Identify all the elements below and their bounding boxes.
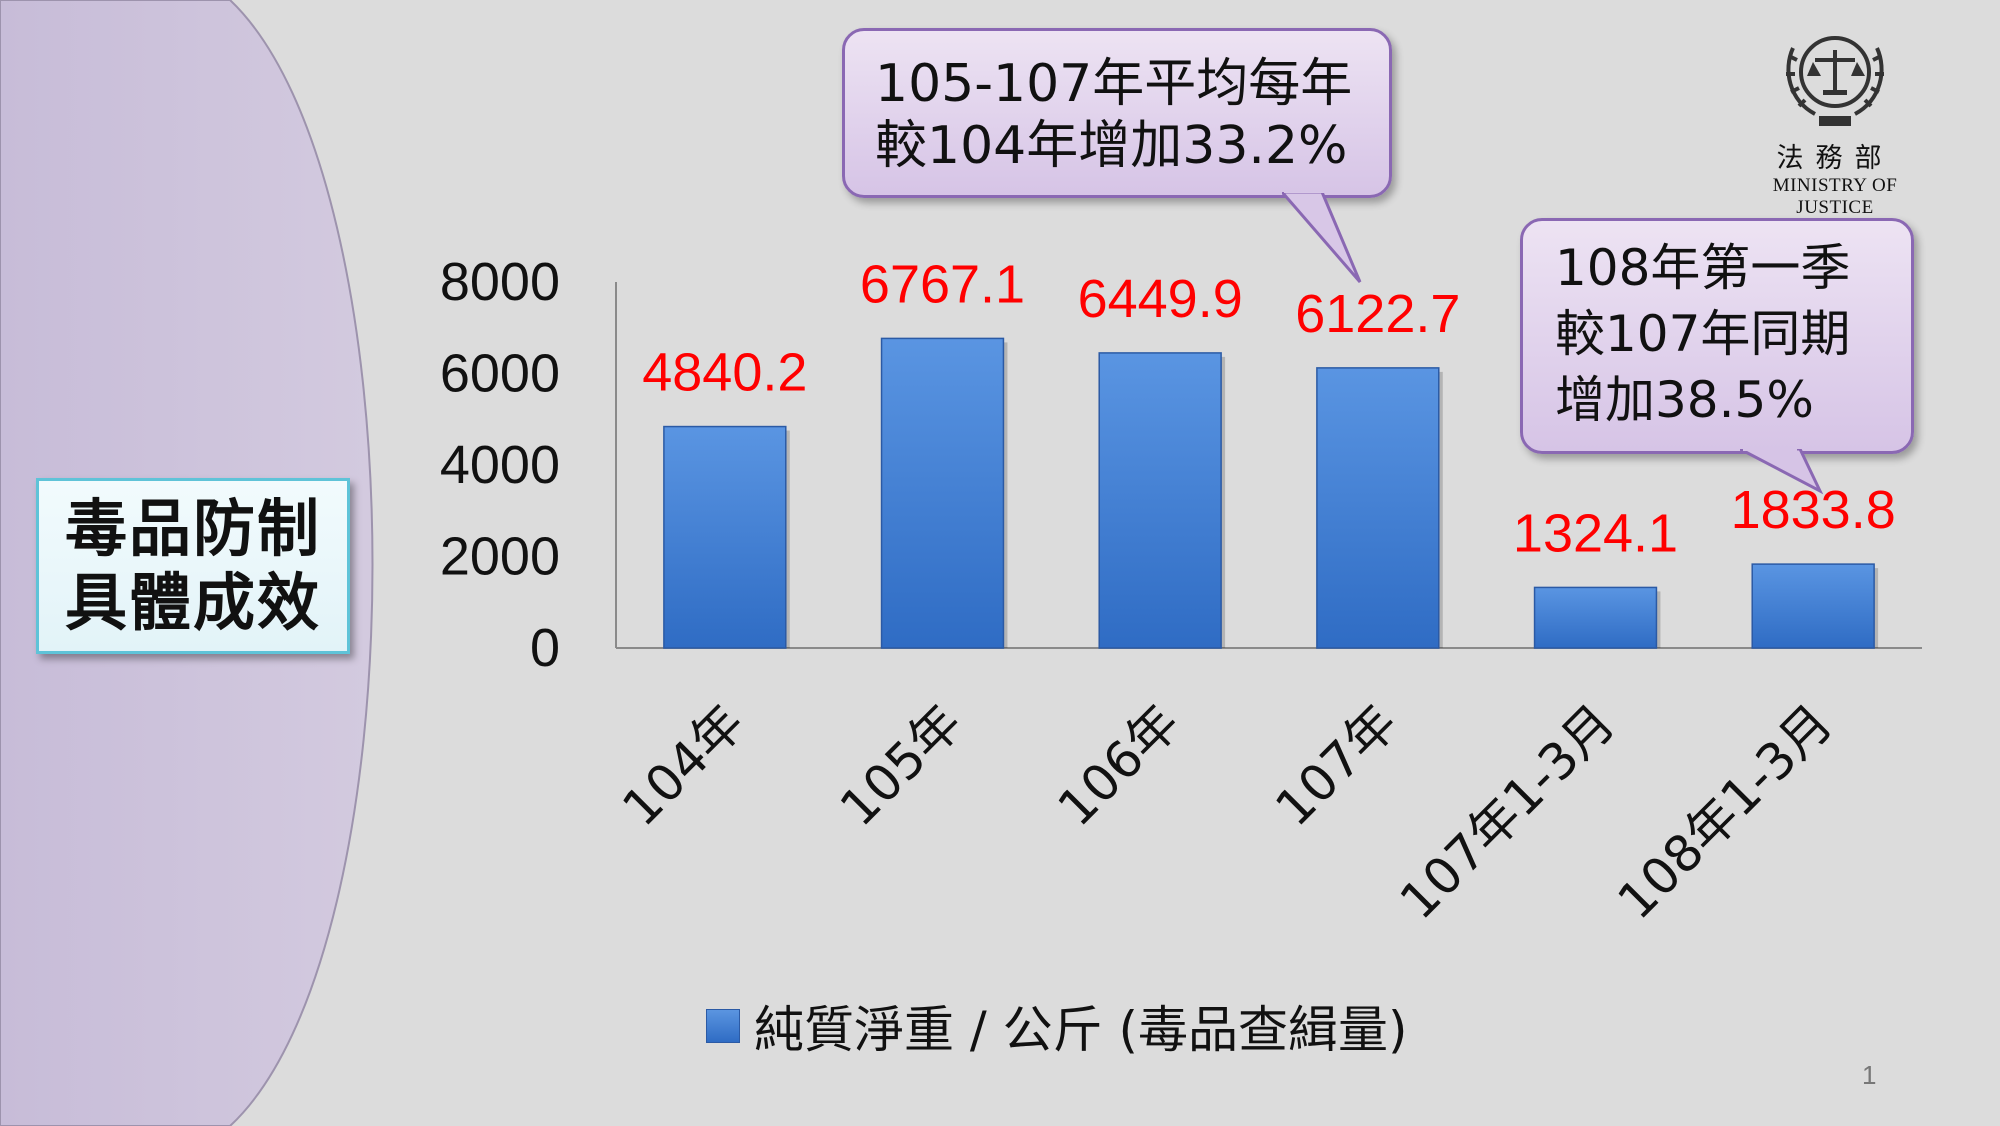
y-tick-label: 8000 — [440, 252, 560, 312]
y-tick-label: 6000 — [440, 344, 560, 404]
callout-2-line-3: 增加38.5% — [1555, 371, 1814, 429]
bar — [1098, 352, 1222, 649]
slide-title-box: 毒品防制 具體成效 — [36, 478, 350, 654]
callout-1-line-2: 較104年增加33.2% — [875, 116, 1348, 176]
logo-english-name: MINISTRY OF JUSTICE — [1772, 175, 1898, 218]
chart-legend: 純質淨重 / 公斤 (毒品查緝量) — [706, 990, 1408, 1062]
x-tick-label: 106年 — [1047, 693, 1191, 837]
value-label: 6767.1 — [860, 254, 1025, 314]
legend-label: 純質淨重 / 公斤 (毒品查緝量) — [754, 1001, 1408, 1059]
value-label: 1833.8 — [1731, 480, 1896, 540]
y-tick-label: 0 — [530, 618, 560, 678]
callout-1-tail — [1282, 192, 1362, 283]
x-tick-label: 107年 — [1264, 693, 1408, 837]
x-tick-label: 107年1-3月 — [1389, 693, 1626, 930]
bar — [1751, 563, 1875, 649]
callout-2-line-2: 較107年同期 — [1555, 305, 1851, 363]
value-label: 1324.1 — [1513, 503, 1678, 563]
callout-1-line-1: 105-107年平均每年 — [875, 54, 1353, 114]
x-tick-label: 104年 — [611, 693, 755, 837]
callout-quarter-increase: 108年第一季 較107年同期 增加38.5% — [1520, 218, 1914, 454]
ministry-of-justice-emblem-icon — [1786, 36, 1884, 126]
bar — [880, 337, 1005, 649]
ministry-logo: 法務部 MINISTRY OF JUSTICE — [1740, 20, 1930, 219]
legend-swatch — [706, 1009, 740, 1043]
value-label: 6122.7 — [1295, 284, 1460, 344]
page-number: 1 — [1862, 1060, 1877, 1090]
callout-2-tail — [1740, 449, 1824, 495]
x-tick-label: 105年 — [829, 693, 973, 837]
value-label: 6449.9 — [1078, 269, 1243, 329]
title-line-1: 毒品防制 — [64, 491, 321, 565]
y-tick-label: 2000 — [440, 527, 560, 587]
bar — [1533, 586, 1658, 649]
value-label: 4840.2 — [642, 343, 807, 403]
callout-2-line-1: 108年第一季 — [1555, 239, 1851, 297]
bar — [1316, 367, 1440, 649]
x-tick-label: 108年1-3月 — [1607, 693, 1844, 930]
callout-yearly-increase: 105-107年平均每年 較104年增加33.2% — [842, 28, 1392, 198]
y-tick-label: 4000 — [440, 435, 560, 495]
logo-chinese-name: 法務部 — [1776, 143, 1894, 174]
title-line-2: 具體成效 — [64, 566, 321, 639]
bar — [663, 425, 787, 649]
